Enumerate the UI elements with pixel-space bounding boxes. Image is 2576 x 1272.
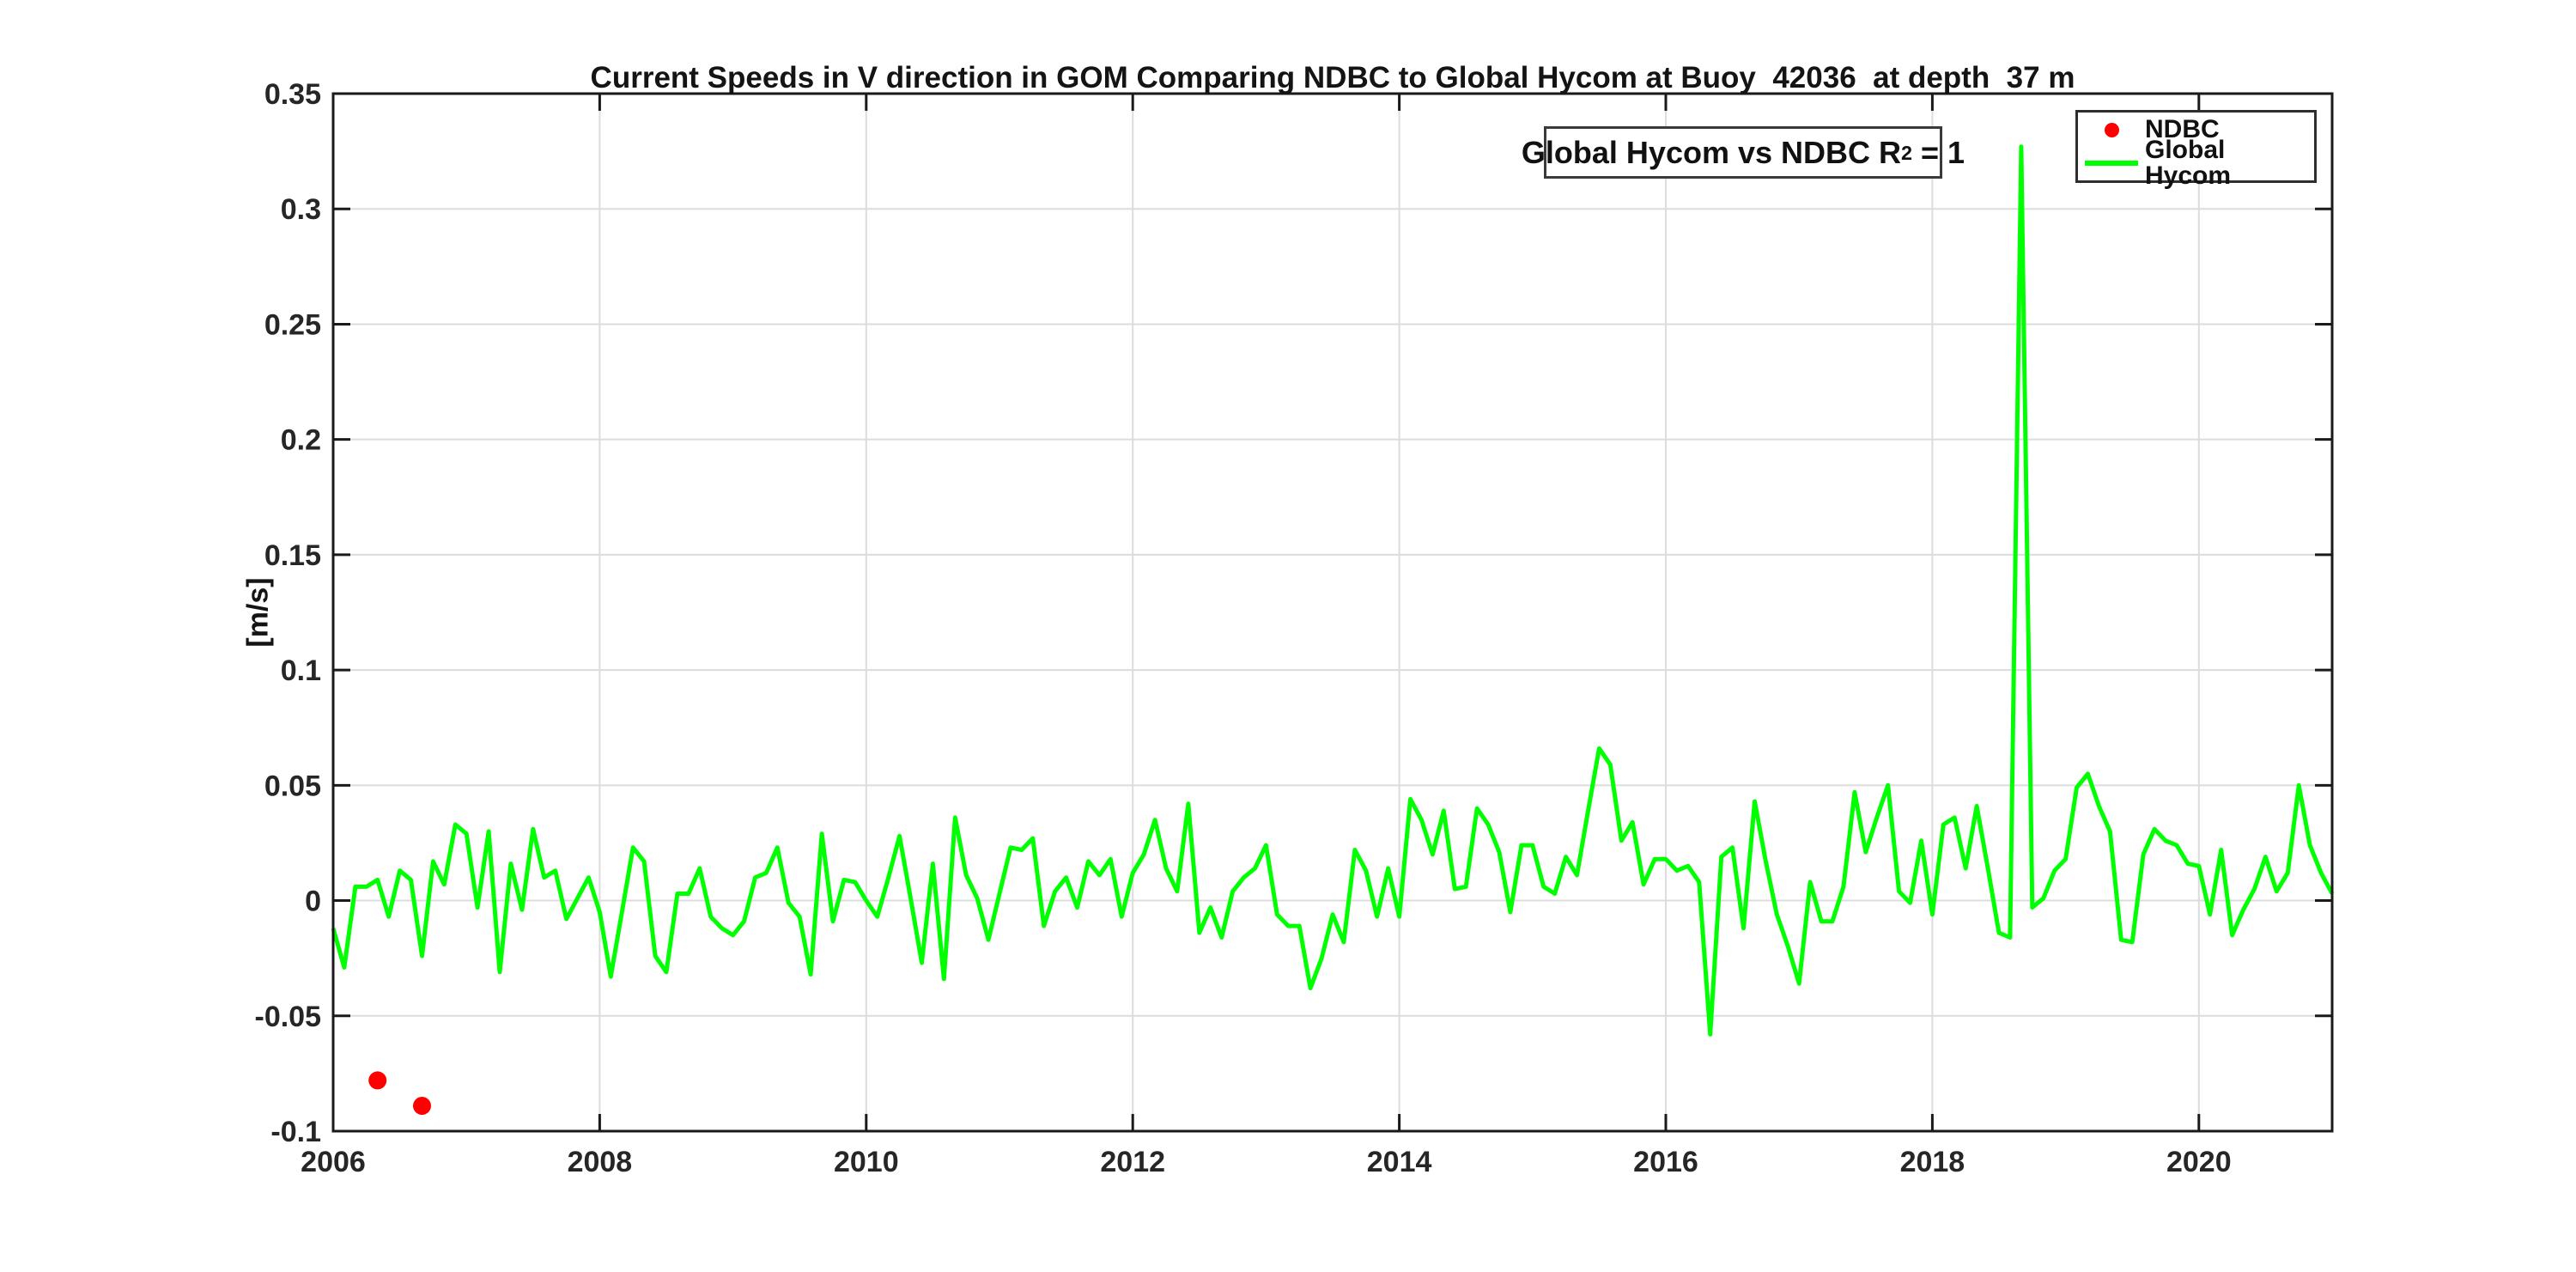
y-tick-label: 0.25	[264, 308, 321, 341]
y-tick-label: 0.3	[281, 193, 321, 226]
green-line-marker-icon	[2085, 161, 2138, 166]
series-point-ndbc	[368, 1071, 387, 1090]
y-tick-label: -0.1	[270, 1116, 321, 1148]
x-tick-label: 2006	[301, 1146, 366, 1178]
legend: NDBC Global Hycom	[2075, 110, 2317, 189]
legend-label-global-hycom: Global Hycom	[2145, 136, 2232, 190]
chart-title: Current Speeds in V direction in GOM Com…	[590, 61, 2075, 94]
tick-marks-layer	[331, 92, 2332, 1133]
x-tick-label: 2012	[1100, 1146, 1165, 1178]
y-tick-label: 0.15	[264, 539, 321, 572]
red-dot-marker-icon	[2104, 122, 2119, 137]
y-tick-label: 0.05	[264, 770, 321, 802]
annotation-text-before: Global Hycom vs NDBC R	[1521, 134, 1902, 170]
series-point-ndbc	[413, 1097, 431, 1115]
annotation-text-after: = 1	[1912, 134, 1965, 170]
y-tick-label: 0.2	[281, 424, 321, 457]
x-tick-label: 2016	[1633, 1146, 1698, 1178]
x-tick-label: 2010	[834, 1146, 899, 1178]
legend-marker-cell	[2078, 122, 2145, 137]
legend-label-ndbc: NDBC	[2145, 115, 2220, 143]
legend-row-global-hycom: Global Hycom	[2078, 137, 2314, 189]
x-tick-label: 2014	[1367, 1146, 1432, 1178]
legend-row-ndbc: NDBC	[2078, 115, 2314, 144]
grid-layer	[332, 93, 2332, 1132]
tick-labels-layer: 2006 2008 2010 2012 2014 2016 2018 2020 -0.1 -0.0…	[255, 78, 2232, 1178]
y-tick-label: 0.1	[281, 654, 321, 687]
series-layer	[331, 144, 2335, 1115]
y-tick-label: 0	[305, 886, 321, 918]
legend-marker-cell	[2078, 161, 2145, 166]
axis-box-layer	[331, 92, 2334, 1133]
y-axis-label: [m/s]	[241, 577, 275, 648]
y-tick-label: -0.05	[255, 1001, 322, 1033]
x-tick-label: 2008	[568, 1146, 633, 1178]
plot-border	[331, 92, 2334, 1133]
y-tick-label: 0.35	[264, 78, 321, 111]
x-tick-label: 2018	[1900, 1146, 1965, 1178]
x-tick-label: 2020	[2166, 1146, 2232, 1178]
series-line-global-hycom	[331, 144, 2335, 1037]
